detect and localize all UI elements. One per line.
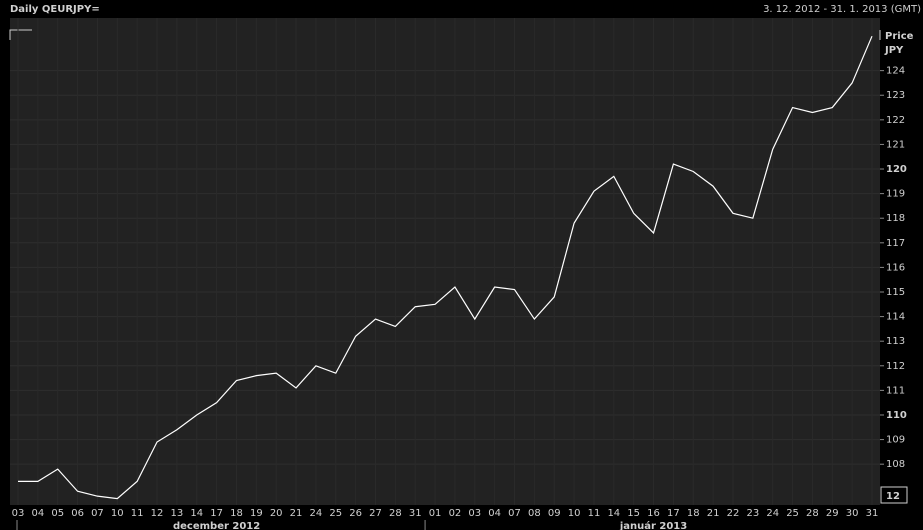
x-tick-label: 18 [687,508,700,519]
y-tick-label: 121 [886,139,905,150]
last-label-box [880,486,908,504]
x-tick-label: 28 [806,508,819,519]
x-tick-label: 16 [647,508,660,519]
x-tick-label: 14 [607,508,620,519]
x-tick-label: 06 [71,508,84,519]
y-axis-unit: JPY [884,45,904,56]
y-tick-label: 123 [886,90,905,101]
chart-title: Daily QEURJPY= [10,4,100,15]
y-tick-label: 122 [886,115,905,126]
x-tick-label: 17 [210,508,223,519]
month-label: december 2012 [173,521,260,530]
y-tick-label: 114 [886,312,905,323]
x-tick-label: 23 [746,508,759,519]
x-tick-label: 05 [51,508,64,519]
month-label: január 2013 [619,520,687,530]
x-tick-label: 15 [627,508,640,519]
x-tick-label: 03 [12,508,25,519]
x-tick-label: 11 [588,508,601,519]
y-tick-label: 117 [886,238,905,249]
x-tick-label: 17 [667,508,680,519]
date-range: 3. 12. 2012 - 31. 1. 2013 (GMT) [763,4,921,15]
x-tick-label: 25 [786,508,799,519]
x-tick-label: 25 [329,508,342,519]
x-tick-label: 24 [766,508,779,519]
y-tick-label: 109 [886,435,905,446]
x-tick-label: 10 [568,508,581,519]
x-tick-label: 27 [369,508,382,519]
x-tick-label: 21 [707,508,720,519]
y-tick-label: 116 [886,262,905,273]
y-tick-label: 111 [886,385,905,396]
x-tick-label: 22 [727,508,740,519]
x-tick-label: 31 [866,508,879,519]
x-tick-label: 04 [31,508,44,519]
last-label: 12 [886,491,900,502]
x-tick-label: 19 [250,508,263,519]
x-tick-label: 10 [111,508,124,519]
y-axis-label: Price [885,31,914,42]
price-line [18,35,873,500]
x-tick-label: 21 [290,508,303,519]
x-tick-label: 29 [826,508,839,519]
plot-area [10,18,880,505]
x-tick-label: 12 [151,508,164,519]
x-tick-label: 02 [449,508,462,519]
y-tick-label: 118 [886,213,905,224]
x-tick-label: 13 [171,508,184,519]
x-tick-label: 18 [230,508,243,519]
x-tick-label: 07 [508,508,521,519]
x-tick-label: 20 [270,508,283,519]
x-tick-label: 24 [310,508,323,519]
corner [9,29,32,40]
y-tick-label: 115 [886,287,905,298]
y-tick-label: 108 [886,459,905,470]
y-tick-label: 120 [886,164,907,175]
y-tick-label: 119 [886,189,905,200]
x-tick-label: 14 [190,508,203,519]
x-tick-label: 01 [429,508,442,519]
y-tick-label: 113 [886,336,905,347]
x-tick-label: 03 [468,508,481,519]
x-tick-label: 07 [91,508,104,519]
y-tick-label: 110 [886,410,907,421]
y-tick-label: 112 [886,361,905,372]
x-tick-label: 31 [409,508,422,519]
x-tick-label: 30 [846,508,859,519]
x-tick-label: 08 [528,508,541,519]
x-tick-label: 26 [349,508,362,519]
x-tick-label: 04 [488,508,501,519]
x-tick-label: 09 [548,508,561,519]
x-tick-label: 28 [389,508,402,519]
y-tick-label: 124 [886,66,905,77]
x-tick-label: 11 [131,508,144,519]
